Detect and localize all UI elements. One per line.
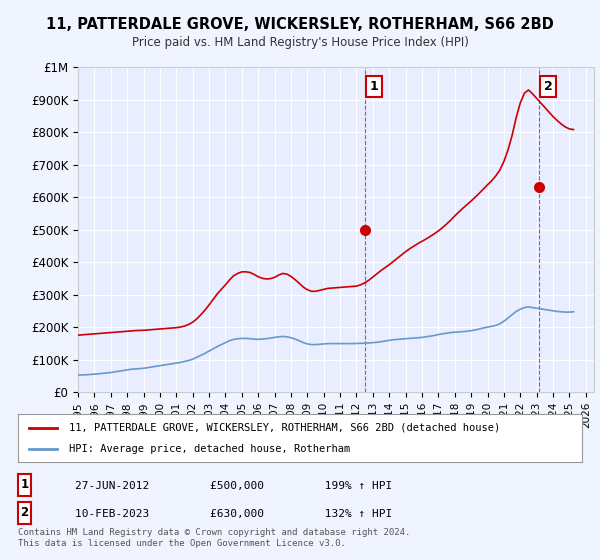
- Text: 2: 2: [544, 80, 552, 93]
- Text: 10-FEB-2023         £630,000         132% ↑ HPI: 10-FEB-2023 £630,000 132% ↑ HPI: [48, 508, 392, 519]
- Text: 2: 2: [20, 506, 29, 520]
- Text: HPI: Average price, detached house, Rotherham: HPI: Average price, detached house, Roth…: [69, 444, 350, 454]
- Text: 1: 1: [20, 478, 29, 492]
- Text: 1: 1: [370, 80, 378, 93]
- Text: Contains HM Land Registry data © Crown copyright and database right 2024.
This d: Contains HM Land Registry data © Crown c…: [18, 528, 410, 548]
- Text: Price paid vs. HM Land Registry's House Price Index (HPI): Price paid vs. HM Land Registry's House …: [131, 36, 469, 49]
- Text: 11, PATTERDALE GROVE, WICKERSLEY, ROTHERHAM, S66 2BD: 11, PATTERDALE GROVE, WICKERSLEY, ROTHER…: [46, 17, 554, 32]
- Text: 11, PATTERDALE GROVE, WICKERSLEY, ROTHERHAM, S66 2BD (detached house): 11, PATTERDALE GROVE, WICKERSLEY, ROTHER…: [69, 423, 500, 433]
- Text: 27-JUN-2012         £500,000         199% ↑ HPI: 27-JUN-2012 £500,000 199% ↑ HPI: [48, 480, 392, 491]
